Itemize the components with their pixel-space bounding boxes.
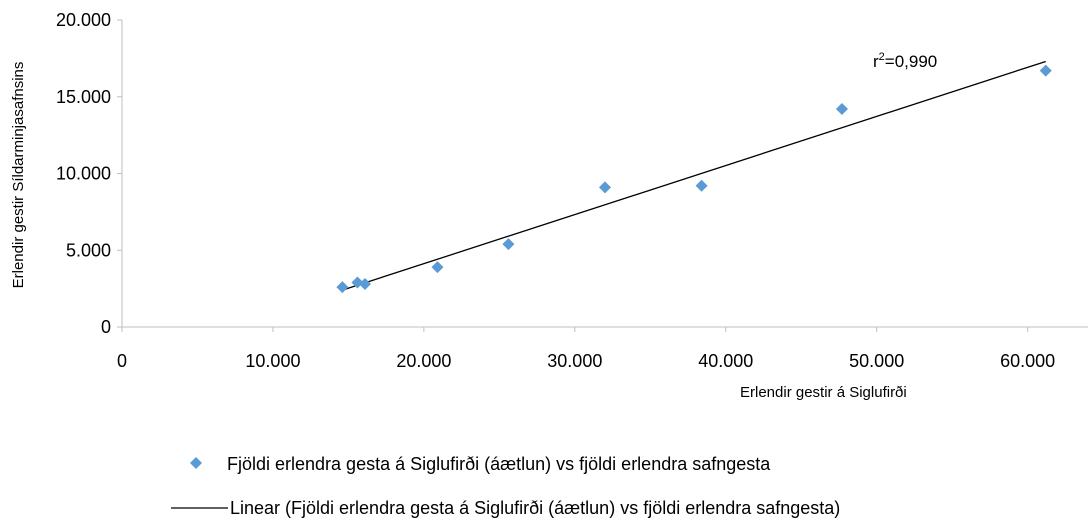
legend-trendline-label: Linear (Fjöldi erlendra gesta á Siglufir…	[230, 498, 840, 518]
y-axis-title: Erlendir gestir Síldarminjasafnsins	[10, 62, 27, 289]
data-point	[599, 181, 611, 194]
x-tick-label: 10.000	[245, 351, 300, 371]
data-point	[431, 261, 444, 274]
data-point	[835, 103, 848, 116]
y-axis-ticks: 0 5.000 10.000 15.000 20.000	[56, 10, 122, 337]
y-tick-label: 15.000	[56, 87, 111, 107]
linear-trendline	[342, 60, 1046, 291]
r-squared-annotation: r2=0,990	[873, 51, 937, 71]
x-axis-ticks: 0 10.000 20.000 30.000 40.000 50.000 60.000	[117, 327, 1055, 371]
data-point	[502, 238, 515, 251]
legend: Fjöldi erlendra gesta á Siglufirði (áætl…	[171, 454, 840, 518]
r-superscript: 2	[879, 51, 885, 63]
x-tick-label: 50.000	[849, 351, 904, 371]
r-symbol: r	[873, 52, 879, 71]
y-tick-label: 0	[101, 317, 111, 337]
y-tick-label: 20.000	[56, 10, 111, 30]
x-tick-label: 30.000	[547, 351, 602, 371]
legend-series-label: Fjöldi erlendra gesta á Siglufirði (áætl…	[227, 454, 771, 474]
r-value: =0,990	[885, 52, 937, 71]
y-tick-label: 5.000	[66, 240, 111, 260]
x-tick-label: 60.000	[1000, 351, 1055, 371]
x-tick-label: 40.000	[698, 351, 753, 371]
x-tick-label: 0	[117, 351, 127, 371]
data-point	[359, 278, 372, 291]
data-point	[1039, 64, 1052, 77]
y-tick-label: 10.000	[56, 164, 111, 184]
data-point	[336, 281, 349, 294]
x-tick-label: 20.000	[396, 351, 451, 371]
data-point	[695, 179, 708, 192]
legend-diamond-marker	[190, 457, 202, 469]
data-point	[351, 276, 364, 289]
x-axis-title: Erlendir gestir á Siglufirði	[740, 384, 907, 401]
scatter-points	[336, 64, 1052, 294]
